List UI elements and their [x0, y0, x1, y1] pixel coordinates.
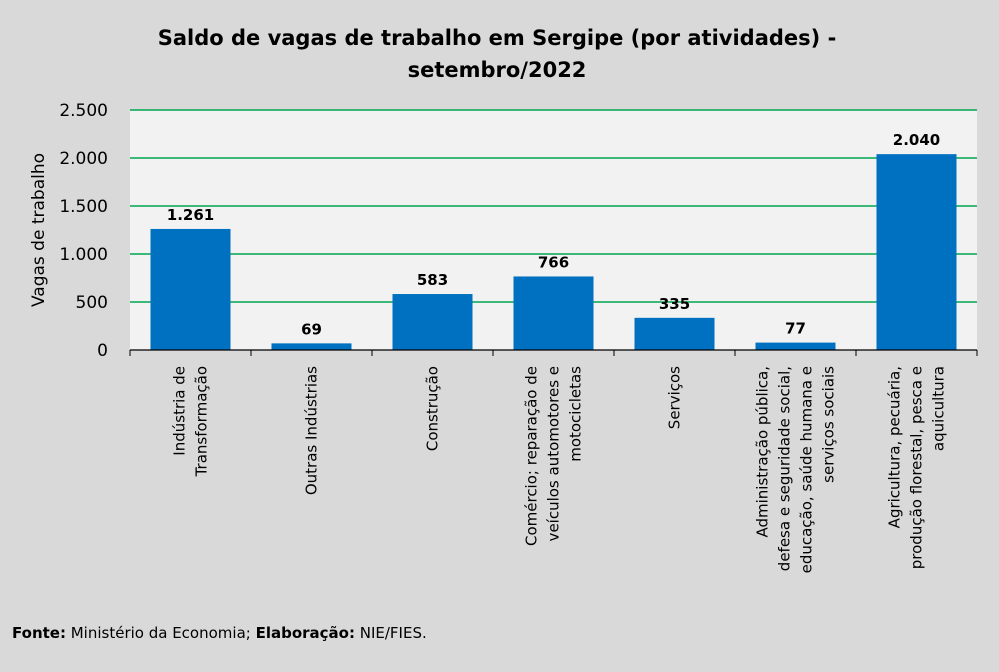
source-label: Fonte: — [12, 624, 66, 642]
data-label: 766 — [538, 253, 569, 271]
bar — [755, 342, 836, 350]
chart-svg: Saldo de vagas de trabalho em Sergipe (p… — [29, 26, 978, 574]
bar — [876, 154, 957, 350]
x-tick-label-line: Agricultura, pecuária, — [886, 366, 904, 528]
x-tick-label: Comércio; reparação de veículos automotor… — [523, 366, 585, 546]
y-tick-label: 1.000 — [59, 245, 108, 265]
y-tick-label: 0 — [97, 341, 108, 361]
data-label: 335 — [659, 295, 690, 313]
data-label: 69 — [301, 320, 322, 338]
x-tick-label: Outras Indústrias — [303, 366, 321, 495]
x-tick-label-line: educação, saúde humana e — [798, 366, 816, 573]
x-tick-label-line: motocicletas — [567, 366, 585, 462]
x-tick-label-line: serviços sociais — [820, 366, 838, 483]
x-tick-label: Agricultura, pecuária, produção florestal… — [886, 366, 948, 569]
y-tick-label: 1.500 — [59, 197, 108, 217]
source-text: Ministério da Economia; — [65, 624, 256, 642]
bar — [150, 228, 231, 350]
credit-label: Elaboração: — [255, 624, 355, 642]
bar — [392, 294, 473, 350]
data-label: 1.261 — [167, 206, 214, 224]
x-tick-label: Administração pública, defesa e seguridad… — [754, 366, 838, 574]
x-tick-label: Construção — [424, 366, 442, 451]
x-tick-label-line: Indústria de — [171, 366, 189, 456]
x-tick-label-line: Administração pública, — [754, 366, 772, 538]
y-axis-label: Vagas de trabalho — [29, 153, 49, 307]
y-tick-label: 2.500 — [59, 101, 108, 121]
y-tick-label: 2.000 — [59, 149, 108, 169]
chart-title-line: Saldo de vagas de trabalho em Sergipe (p… — [158, 26, 837, 50]
data-label: 2.040 — [893, 131, 940, 149]
x-tick-label-line: Serviços — [666, 366, 684, 429]
bar — [513, 276, 594, 350]
x-tick-label-line: produção florestal, pesca e — [908, 366, 926, 569]
chart-title-line: setembro/2022 — [408, 58, 587, 82]
x-tick-label: Serviços — [666, 366, 684, 429]
x-tick-label-line: aquicultura — [930, 366, 948, 451]
x-tick-label: Indústria de Transformação — [171, 366, 211, 477]
x-tick-label-line: veículos automotores e — [545, 366, 563, 541]
credit-text: NIE/FIES. — [354, 624, 427, 642]
bar — [634, 317, 715, 350]
x-tick-label-line: Construção — [424, 366, 442, 451]
bar — [271, 343, 352, 350]
x-tick-label-line: defesa e seguridade social, — [776, 366, 794, 571]
x-tick-label-line: Outras Indústrias — [303, 366, 321, 495]
data-label: 583 — [417, 271, 448, 289]
y-tick-label: 500 — [76, 293, 108, 313]
data-label: 77 — [785, 320, 806, 338]
x-tick-label-line: Transformação — [193, 366, 211, 477]
x-tick-label-line: Comércio; reparação de — [523, 366, 541, 546]
footer-note: Fonte: Ministério da Economia; Elaboraçã… — [12, 624, 427, 642]
